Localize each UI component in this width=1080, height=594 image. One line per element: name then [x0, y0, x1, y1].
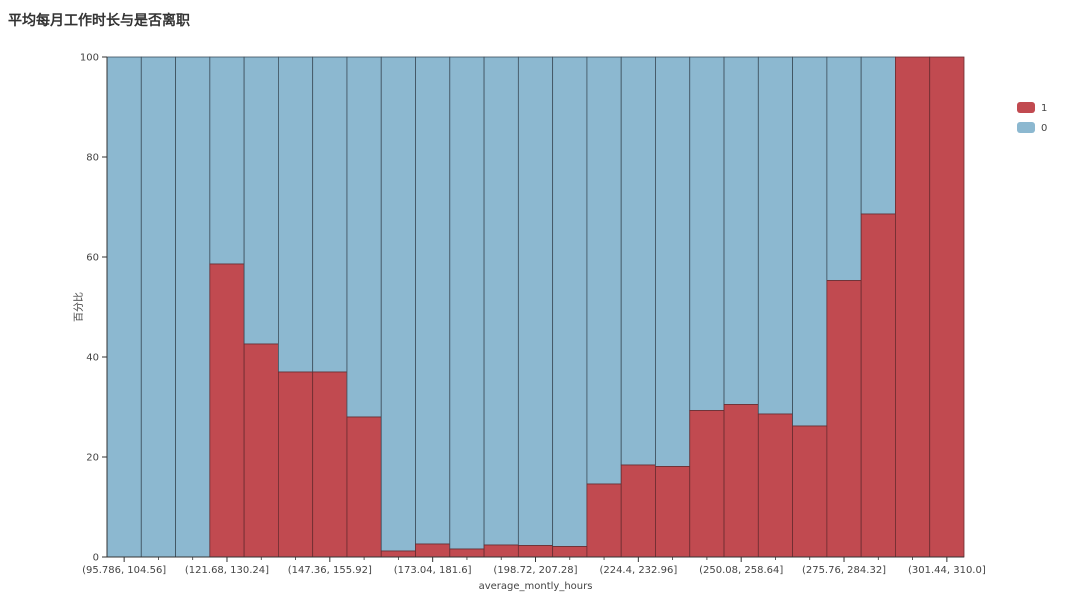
bar-series-1-bin-8: [380, 550, 416, 558]
bar-series-1-bin-16: [655, 466, 691, 558]
x-tick-label-1: (121.68, 130.24]: [185, 565, 269, 576]
bar-series-0-bin-18: [723, 56, 759, 405]
x-tick-label-6: (250.08, 258.64]: [699, 565, 783, 576]
x-tick-label-0: (95.786, 104.56]: [82, 565, 166, 576]
bar-series-0-bin-0: [106, 56, 142, 558]
x-tick-label-5: (224.4, 232.96]: [599, 565, 677, 576]
bar-series-0-bin-21: [826, 56, 862, 281]
legend: 10: [1017, 102, 1047, 134]
y-tick-label-80: 80: [86, 153, 99, 164]
bar-series-1-bin-24: [929, 56, 965, 558]
x-tick-label-7: (275.76, 284.32]: [802, 565, 886, 576]
bar-series-1-bin-12: [517, 545, 554, 558]
bar-series-1-bin-21: [826, 280, 862, 558]
legend-label-1: 1: [1041, 103, 1047, 114]
bar-series-1-bin-5: [277, 371, 314, 558]
bar-series-1-bin-23: [895, 56, 931, 558]
bar-series-0-bin-10: [449, 56, 485, 550]
y-tick-label-100: 100: [80, 53, 99, 64]
chart-title: 平均每月工作时长与是否离职: [8, 13, 190, 29]
bar-series-0-bin-11: [483, 56, 519, 546]
bar-series-1-bin-20: [792, 425, 828, 558]
bar-series-0-bin-19: [757, 56, 794, 415]
bar-series-0-bin-9: [415, 56, 451, 545]
bar-series-1-bin-18: [723, 404, 759, 558]
bar-series-1-bin-17: [689, 410, 725, 558]
bar-series-1-bin-19: [757, 413, 794, 558]
bar-series-0-bin-4: [243, 56, 279, 345]
bar-series-0-bin-2: [175, 56, 211, 558]
bar-series-0-bin-1: [140, 56, 176, 558]
bar-series-1-bin-4: [243, 343, 279, 558]
bar-series-1-bin-6: [312, 371, 348, 558]
bar-series-0-bin-6: [312, 56, 348, 373]
bar-series-1-bin-11: [483, 544, 519, 558]
bar-series-0-bin-8: [380, 56, 416, 552]
bar-series-0-bin-20: [792, 56, 828, 427]
bar-series-0-bin-13: [552, 56, 588, 547]
bar-series-1-bin-15: [620, 464, 656, 558]
x-tick-label-2: (147.36, 155.92]: [288, 565, 372, 576]
bar-series-1-bin-13: [552, 546, 588, 558]
bar-series-0-bin-16: [655, 56, 691, 467]
bar-series-1-bin-10: [449, 548, 485, 558]
bar-series-0-bin-17: [689, 56, 725, 411]
bar-series-0-bin-5: [277, 56, 314, 373]
bars-group: [106, 56, 965, 558]
bar-series-0-bin-22: [860, 56, 896, 215]
bar-series-1-bin-22: [860, 213, 896, 558]
x-tick-label-8: (301.44, 310.0]: [908, 565, 986, 576]
bar-series-0-bin-12: [517, 56, 554, 546]
bar-series-0-bin-3: [209, 56, 245, 265]
bar-series-0-bin-7: [346, 56, 382, 418]
legend-label-0: 0: [1041, 123, 1047, 134]
legend-swatch-1: [1017, 102, 1035, 113]
y-tick-label-0: 0: [93, 553, 99, 564]
bar-series-0-bin-15: [620, 56, 656, 466]
y-tick-label-20: 20: [86, 453, 99, 464]
bar-series-1-bin-3: [209, 263, 245, 558]
x-axis-title: average_montly_hours: [479, 581, 593, 592]
bar-series-1-bin-7: [346, 416, 382, 558]
y-axis-title: 百分比: [73, 292, 85, 322]
bar-series-0-bin-14: [586, 56, 622, 485]
y-tick-label-60: 60: [86, 253, 99, 264]
axes-group: 0 20 40 60 80 100 百分比 (95.786, 104.56] (121.68, …: [73, 53, 986, 593]
legend-swatch-0: [1017, 122, 1035, 133]
y-tick-label-40: 40: [86, 353, 99, 364]
bar-series-1-bin-9: [415, 543, 451, 558]
x-tick-label-4: (198.72, 207.28]: [493, 565, 577, 576]
x-tick-label-3: (173.04, 181.6]: [394, 565, 472, 576]
bar-series-1-bin-14: [586, 483, 622, 558]
